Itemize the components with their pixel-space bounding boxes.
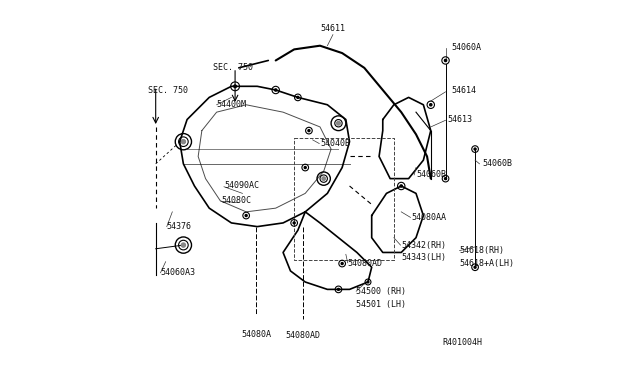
Circle shape <box>429 104 432 106</box>
Circle shape <box>445 177 447 180</box>
Circle shape <box>308 129 310 132</box>
Circle shape <box>337 288 339 291</box>
Circle shape <box>297 96 299 98</box>
Text: 54060B: 54060B <box>417 170 447 179</box>
Text: 54376: 54376 <box>167 222 192 231</box>
Text: 54080A: 54080A <box>241 330 271 339</box>
Text: 54040B: 54040B <box>320 139 350 148</box>
Circle shape <box>323 177 324 180</box>
Circle shape <box>245 215 247 217</box>
Circle shape <box>337 122 340 124</box>
Circle shape <box>444 60 447 62</box>
Text: 54614: 54614 <box>451 86 476 94</box>
Text: 54501 (LH): 54501 (LH) <box>356 300 406 310</box>
Circle shape <box>293 222 295 224</box>
Circle shape <box>182 244 185 247</box>
Text: 54342(RH): 54342(RH) <box>401 241 446 250</box>
Text: 54080AD: 54080AD <box>286 331 321 340</box>
Circle shape <box>341 263 343 264</box>
Circle shape <box>337 121 340 125</box>
Text: 54611: 54611 <box>321 24 346 33</box>
Text: 54343(LH): 54343(LH) <box>401 253 446 263</box>
Text: 54060A: 54060A <box>451 43 481 52</box>
Text: 54080AD: 54080AD <box>348 259 383 268</box>
Circle shape <box>234 85 236 88</box>
Text: 54060A3: 54060A3 <box>161 268 195 277</box>
Text: 54618(RH): 54618(RH) <box>460 246 504 255</box>
Text: 54613: 54613 <box>447 115 472 124</box>
Text: SEC. 750: SEC. 750 <box>148 86 188 94</box>
Text: SEC. 750: SEC. 750 <box>213 62 253 71</box>
Circle shape <box>182 140 185 143</box>
Circle shape <box>474 148 476 150</box>
Circle shape <box>275 89 277 91</box>
Text: 54500 (RH): 54500 (RH) <box>356 287 406 296</box>
Circle shape <box>181 140 186 144</box>
Text: 54060B: 54060B <box>483 159 513 169</box>
Circle shape <box>181 243 186 247</box>
Circle shape <box>304 167 306 169</box>
Circle shape <box>367 281 369 283</box>
Circle shape <box>322 177 325 180</box>
Circle shape <box>474 266 476 268</box>
Text: 54090AC: 54090AC <box>224 182 259 190</box>
Text: 54080C: 54080C <box>221 196 251 205</box>
Circle shape <box>400 185 403 187</box>
Text: 54080AA: 54080AA <box>412 213 447 222</box>
Text: 54618+A(LH): 54618+A(LH) <box>460 259 515 268</box>
Text: 54400M: 54400M <box>216 100 246 109</box>
Text: R401004H: R401004H <box>442 338 483 347</box>
